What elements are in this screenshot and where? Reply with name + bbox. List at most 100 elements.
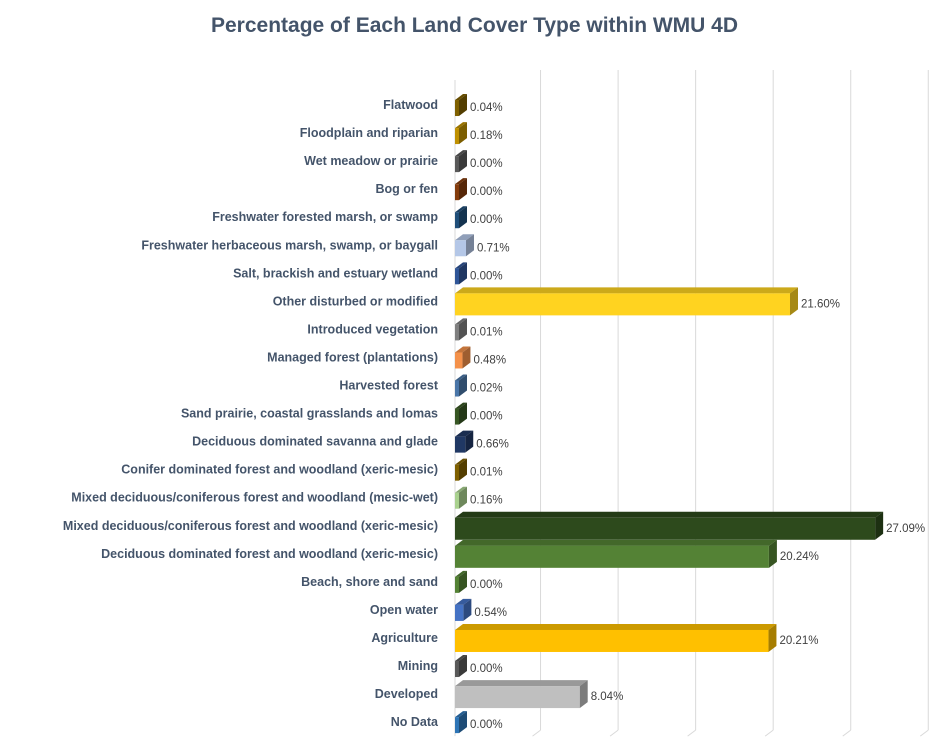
gridline — [532, 729, 541, 737]
bar-top — [455, 539, 777, 546]
data-label: 0.00% — [470, 579, 503, 591]
bar-top — [455, 122, 467, 129]
bar-side — [459, 178, 467, 201]
bar-top — [455, 150, 467, 157]
gridline — [764, 729, 774, 737]
bar-top — [455, 511, 884, 518]
category-label: Wet meadow or prairie — [304, 154, 438, 168]
data-label: 0.01% — [470, 326, 503, 338]
bar-side — [459, 94, 467, 117]
category-label: Managed forest (plantations) — [267, 350, 438, 364]
data-label: 27.09% — [886, 523, 925, 535]
bar-side — [459, 655, 467, 678]
category-label: Bog or fen — [376, 182, 439, 196]
data-label: 0.00% — [470, 270, 503, 282]
bar-top — [455, 623, 777, 630]
bar-front — [455, 380, 459, 397]
data-label: 0.66% — [476, 439, 509, 451]
bar-side — [875, 511, 884, 540]
bar-front — [455, 212, 459, 229]
bar-front — [455, 492, 459, 509]
bar-front — [455, 240, 467, 257]
data-label: 0.00% — [470, 158, 503, 170]
bar-front — [455, 517, 876, 540]
category-label: No Data — [391, 715, 439, 729]
bar-side — [459, 458, 467, 481]
data-label: 0.00% — [470, 214, 503, 226]
bar-front — [455, 128, 459, 145]
bar-front — [455, 576, 459, 593]
bar-side — [768, 539, 777, 568]
bar-front — [455, 100, 459, 117]
bar-front — [455, 661, 459, 678]
bar — [455, 430, 474, 453]
category-label: Sand prairie, coastal grasslands and lom… — [181, 407, 438, 421]
bar-front — [455, 545, 769, 568]
bar-side — [459, 318, 467, 341]
bar-side — [463, 598, 472, 621]
data-label: 0.18% — [470, 130, 503, 142]
bar-side — [459, 374, 467, 397]
bar-side — [459, 711, 467, 734]
bar-front — [455, 156, 459, 173]
data-label: 20.21% — [779, 635, 818, 647]
bar-side — [579, 680, 588, 709]
bar-side — [459, 486, 467, 509]
bar-side — [462, 346, 471, 369]
category-label: Floodplain and riparian — [300, 126, 438, 140]
bar — [455, 458, 467, 481]
bar — [455, 318, 467, 341]
bar — [455, 122, 467, 145]
category-label: Other disturbed or modified — [273, 294, 438, 308]
category-label: Agriculture — [371, 631, 438, 645]
bar-top — [455, 680, 588, 687]
bar-top — [455, 234, 475, 241]
bar — [455, 346, 471, 369]
bar-side — [459, 150, 467, 173]
bar-top — [455, 486, 467, 493]
bar-top — [455, 94, 467, 101]
bar — [455, 539, 777, 568]
bar-top — [455, 262, 467, 269]
category-label: Conifer dominated forest and woodland (x… — [121, 463, 438, 477]
bar-front — [455, 293, 790, 316]
bar-top — [455, 458, 467, 465]
bar-top — [455, 430, 474, 437]
data-label: 0.00% — [470, 719, 503, 731]
category-label: Salt, brackish and estuary wetland — [233, 266, 438, 280]
bar-front — [455, 686, 580, 709]
category-label: Developed — [375, 687, 438, 701]
bar-top — [455, 206, 467, 213]
category-label: Mixed deciduous/coniferous forest and wo… — [71, 491, 438, 505]
bar-front — [455, 408, 459, 425]
bar — [455, 402, 467, 425]
data-label: 0.04% — [470, 102, 503, 114]
bar-front — [455, 436, 466, 453]
chart-title: Percentage of Each Land Cover Type withi… — [210, 14, 739, 37]
bar — [455, 486, 467, 509]
category-label: Deciduous dominated savanna and glade — [192, 435, 438, 449]
bar-top — [455, 598, 472, 605]
gridline — [842, 729, 852, 737]
category-label: Mining — [398, 659, 438, 673]
bar-top — [455, 346, 471, 353]
category-label: Harvested forest — [339, 379, 438, 393]
bar-side — [790, 287, 798, 316]
data-label: 21.60% — [801, 298, 840, 310]
bar — [455, 655, 467, 678]
bar-front — [455, 184, 459, 201]
bar-top — [455, 374, 467, 381]
category-label: Flatwood — [383, 98, 438, 112]
bar-front — [455, 604, 464, 621]
data-label: 0.71% — [477, 242, 510, 254]
bar — [455, 178, 467, 201]
bar-side — [459, 206, 467, 229]
data-label: 0.00% — [470, 411, 503, 423]
category-label: Freshwater herbaceous marsh, swamp, or b… — [141, 238, 438, 252]
bar-side — [459, 570, 467, 593]
bar-side — [466, 234, 475, 257]
data-label: 0.00% — [470, 663, 503, 675]
bar-top — [455, 711, 467, 718]
category-label: Open water — [370, 603, 438, 617]
